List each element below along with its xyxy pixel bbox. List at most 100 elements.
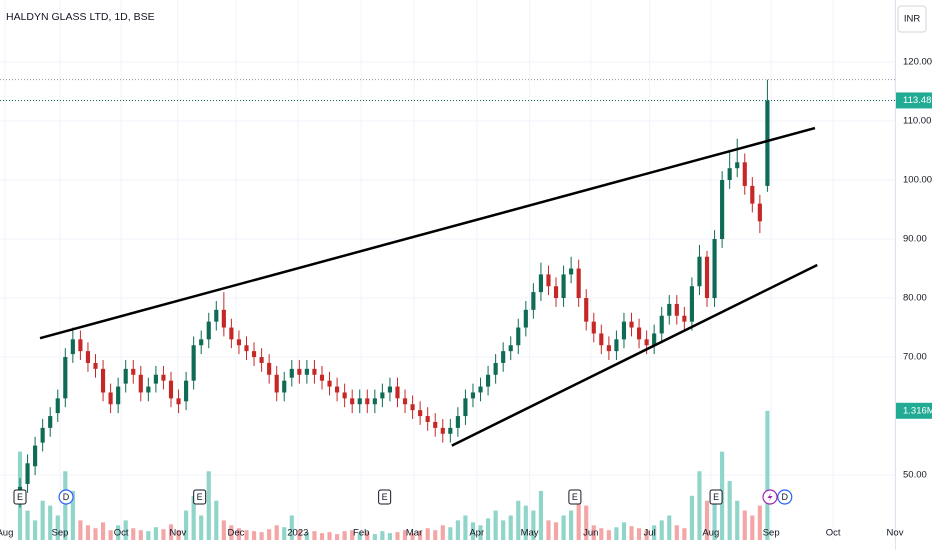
candle-body	[335, 386, 340, 393]
event-marker[interactable]	[193, 489, 207, 505]
event-label[interactable]: E	[572, 492, 578, 502]
volume-bar	[591, 525, 596, 540]
volume-bar	[493, 510, 498, 540]
candle-body	[455, 416, 460, 428]
candle-body	[55, 398, 60, 414]
volume-bar	[584, 505, 589, 540]
event-marker[interactable]	[777, 489, 793, 505]
volume-bar	[538, 490, 544, 540]
event-label[interactable]: D	[63, 492, 70, 502]
candle-body	[402, 398, 408, 405]
volume-bar	[402, 530, 408, 540]
candle-body	[93, 362, 98, 369]
candle-body	[372, 398, 377, 405]
candle-body	[214, 309, 219, 322]
volume-bar	[297, 530, 302, 540]
event-label[interactable]: D	[782, 492, 789, 502]
volume-bar	[70, 490, 75, 540]
currency-label[interactable]: INR	[904, 14, 921, 25]
volume-bar	[750, 515, 755, 540]
x-tick-label: Dec	[227, 528, 244, 539]
candle-body	[531, 292, 536, 310]
candle-body	[161, 374, 166, 381]
volume-bar	[576, 500, 581, 540]
volume-bar	[365, 532, 370, 540]
candle-body	[644, 339, 649, 346]
event-label[interactable]: E	[197, 492, 203, 502]
volume-bar	[765, 410, 770, 540]
event-marker[interactable]	[709, 489, 723, 505]
volume-bar	[267, 529, 272, 540]
volume-bar	[735, 500, 740, 540]
volume-bar	[55, 515, 60, 540]
candle-body	[591, 321, 596, 334]
candle-body	[78, 339, 83, 352]
event-label[interactable]: E	[382, 492, 388, 502]
volume-bar	[274, 525, 279, 540]
volume-bar	[410, 533, 415, 540]
volume-bar	[629, 526, 634, 540]
y-tick-label: 110.00	[903, 115, 931, 126]
volume-bar	[335, 534, 340, 540]
event-marker[interactable]	[13, 489, 27, 505]
event-label[interactable]: E	[713, 492, 719, 502]
candle-body	[116, 386, 121, 405]
volume-bar	[244, 530, 249, 540]
volume-bar	[697, 471, 702, 540]
candle-body	[576, 268, 581, 299]
volume-bar	[282, 527, 287, 540]
volume-tag	[896, 402, 932, 419]
event-label[interactable]: E	[17, 492, 23, 502]
event-marker[interactable]	[378, 489, 392, 505]
volume-bar	[486, 518, 491, 540]
candle-body	[357, 398, 362, 405]
volume-bar	[25, 510, 30, 540]
volume-bar	[682, 528, 687, 540]
candle-body	[319, 374, 325, 381]
y-tick-label: 120.00	[903, 56, 932, 67]
currency-button[interactable]	[897, 5, 927, 33]
candle-body	[667, 303, 672, 316]
volume-bar	[448, 527, 453, 540]
chart-title: HALDYN GLASS LTD, 1D, BSE	[6, 11, 155, 23]
volume-bar	[191, 495, 196, 540]
candle-body	[395, 386, 400, 399]
candle-body	[501, 351, 506, 363]
volume-bar	[599, 528, 604, 540]
volume-bar	[742, 510, 747, 540]
x-tick-label: Oct	[826, 528, 841, 539]
event-marker[interactable]	[568, 489, 582, 505]
volume-bar	[131, 528, 136, 540]
candle-body	[70, 339, 75, 355]
event-marker[interactable]	[58, 489, 74, 505]
candle-body	[757, 203, 762, 222]
volume-bar	[644, 530, 649, 540]
volume-bar	[350, 530, 355, 540]
x-tick-label: Nov	[169, 528, 186, 539]
x-tick-label: Jul	[644, 528, 656, 539]
candle-body	[100, 368, 106, 393]
volume-bar	[569, 510, 574, 540]
candle-body	[682, 315, 687, 322]
candle-body	[652, 333, 657, 346]
volume-bar	[289, 515, 294, 540]
candle-body	[387, 386, 393, 393]
candle-body	[606, 345, 611, 352]
x-tick-label: May	[521, 528, 539, 539]
candle-body	[448, 427, 453, 434]
volume-bar	[478, 525, 483, 540]
volume-bar	[418, 531, 423, 540]
candle-body	[199, 339, 204, 346]
volume-bar	[636, 528, 642, 540]
candle-body	[538, 274, 544, 293]
volume-bar	[304, 532, 309, 540]
candle-body	[131, 368, 136, 375]
volume-bar	[372, 534, 377, 540]
volume-bar	[40, 500, 45, 540]
candle-body	[85, 351, 91, 363]
volume-bar	[667, 515, 672, 540]
candle-body	[720, 180, 725, 240]
candle-layer	[17, 79, 770, 508]
